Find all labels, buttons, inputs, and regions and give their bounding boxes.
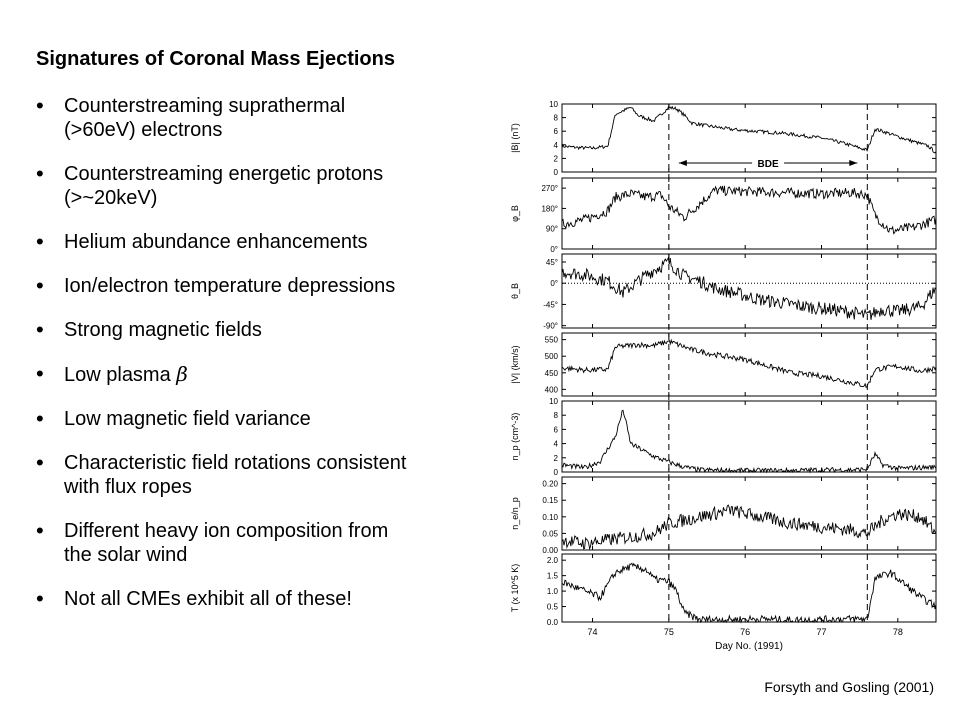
y-axis-label: θ_B (510, 283, 520, 299)
bullet-text: Different heavy ion composition from (64, 520, 389, 542)
y-tick-label: 0.05 (542, 529, 558, 538)
y-tick-label: 0.15 (542, 496, 558, 505)
x-tick-label: 76 (740, 627, 750, 637)
y-tick-label: 8 (554, 411, 559, 420)
x-tick-label: 77 (817, 627, 827, 637)
y-tick-label: 270° (541, 184, 558, 193)
y-tick-label: 2.0 (547, 556, 559, 565)
x-axis-label: Day No. (1991) (715, 641, 783, 652)
bullet-item: Low magnetic field variance (36, 407, 486, 431)
panel-frame (561, 177, 937, 250)
bullet-text: Characteristic field rotations consisten… (64, 452, 407, 474)
chart: 0 2 4 6 8 10 |B| (nT) 0° 90° 180° 270° φ_B -90° -45° 0… (510, 100, 937, 652)
y-tick-label: 400 (545, 385, 559, 394)
x-tick-label: 74 (588, 627, 598, 637)
y-tick-label: 550 (545, 336, 559, 345)
y-tick-label: -90° (543, 322, 558, 331)
series-line-np (561, 409, 937, 474)
panel-frame (561, 103, 937, 173)
bullet-list: Counterstreaming suprathermal(>60eV) ele… (36, 94, 486, 611)
bullet-text: Counterstreaming energetic protons (64, 163, 384, 185)
bullet-item: Strong magnetic fields (36, 318, 486, 342)
y-tick-label: 500 (545, 352, 559, 361)
y-tick-label: 8 (554, 114, 559, 123)
bullet-text: Counterstreaming suprathermal (64, 95, 346, 117)
panel-frame (561, 476, 937, 551)
x-tick-label: 75 (664, 627, 674, 637)
y-tick-label: 0 (554, 168, 559, 177)
series-line-V (561, 338, 937, 389)
bullet-text: Not all CMEs exhibit all of these! (64, 588, 352, 610)
bullet-text: Ion/electron temperature depressions (64, 275, 396, 297)
bullet-item: Helium abundance enhancements (36, 230, 486, 254)
panel-frame (561, 253, 937, 329)
panel-frame (561, 553, 937, 623)
bde-label-bg (752, 156, 785, 169)
y-axis-label: T (x 10^5 K) (510, 564, 520, 613)
y-tick-label: -45° (543, 300, 558, 309)
bullet-text: Low plasma (64, 364, 177, 386)
y-tick-label: 45° (546, 258, 558, 267)
y-axis-label: n_e/n_p (510, 497, 520, 530)
beta-symbol: β (176, 362, 188, 386)
bullet-item: Different heavy ion composition fromthe … (36, 519, 486, 567)
panel-frame (561, 332, 937, 397)
bullet-text: Low magnetic field variance (64, 408, 311, 430)
citation: Forsyth and Gosling (2001) (764, 679, 934, 695)
bde-label: BDE (758, 159, 779, 170)
panel-frame (561, 400, 937, 473)
bullet-text: the solar wind (64, 544, 188, 566)
bde-arrowhead-left (678, 160, 687, 166)
y-tick-label: 6 (554, 127, 559, 136)
y-tick-label: 0.5 (547, 603, 559, 612)
series-line-B (561, 105, 937, 154)
bullet-text: with flux ropes (64, 476, 192, 498)
y-tick-label: 2 (554, 154, 559, 163)
bullet-item: Ion/electron temperature depressions (36, 274, 486, 298)
y-tick-label: 0° (550, 279, 558, 288)
bullet-item: Counterstreaming energetic protons(>~20k… (36, 162, 486, 210)
y-tick-label: 0 (554, 468, 559, 477)
series-line-phi (561, 185, 937, 235)
y-axis-label: φ_B (510, 205, 520, 222)
y-axis-label: |V| (km/s) (510, 345, 520, 383)
series-line-T (561, 562, 937, 624)
bullet-item: Characteristic field rotations consisten… (36, 451, 486, 499)
y-tick-label: 90° (546, 225, 558, 234)
figure: 0 2 4 6 8 10 |B| (nT) 0° 90° 180° 270° φ_B -90° -45° 0… (490, 92, 950, 672)
bullet-text: Helium abundance enhancements (64, 231, 368, 253)
series-line-ratio (561, 504, 937, 551)
bullet-text: Strong magnetic fields (64, 319, 262, 341)
y-tick-label: 1.0 (547, 587, 559, 596)
bullet-item: Low plasma β (36, 362, 486, 387)
bde-arrowhead-right (849, 160, 858, 166)
y-tick-label: 2 (554, 454, 559, 463)
bullet-text: (>60eV) electrons (64, 119, 223, 141)
y-tick-label: 4 (554, 440, 559, 449)
y-tick-label: 10 (549, 397, 558, 406)
y-tick-label: 450 (545, 369, 559, 378)
bullet-text: (>~20keV) (64, 187, 158, 209)
y-tick-label: 0.0 (547, 618, 559, 627)
bullet-item: Not all CMEs exhibit all of these! (36, 587, 486, 611)
y-tick-label: 6 (554, 425, 559, 434)
y-tick-label: 0.20 (542, 480, 558, 489)
y-tick-label: 10 (549, 100, 558, 109)
series-line-theta (561, 256, 937, 320)
y-tick-label: 4 (554, 141, 559, 150)
y-tick-label: 1.5 (547, 572, 559, 581)
y-tick-label: 0° (550, 245, 558, 254)
y-axis-label: n_p (cm^-3) (510, 413, 520, 461)
y-tick-label: 0.10 (542, 513, 558, 522)
y-tick-label: 180° (541, 204, 558, 213)
bullet-item: Counterstreaming suprathermal(>60eV) ele… (36, 94, 486, 142)
y-tick-label: 0.00 (542, 546, 558, 555)
y-axis-label: |B| (nT) (510, 123, 520, 153)
slide-title: Signatures of Coronal Mass Ejections (36, 48, 395, 70)
x-tick-label: 78 (893, 627, 903, 637)
